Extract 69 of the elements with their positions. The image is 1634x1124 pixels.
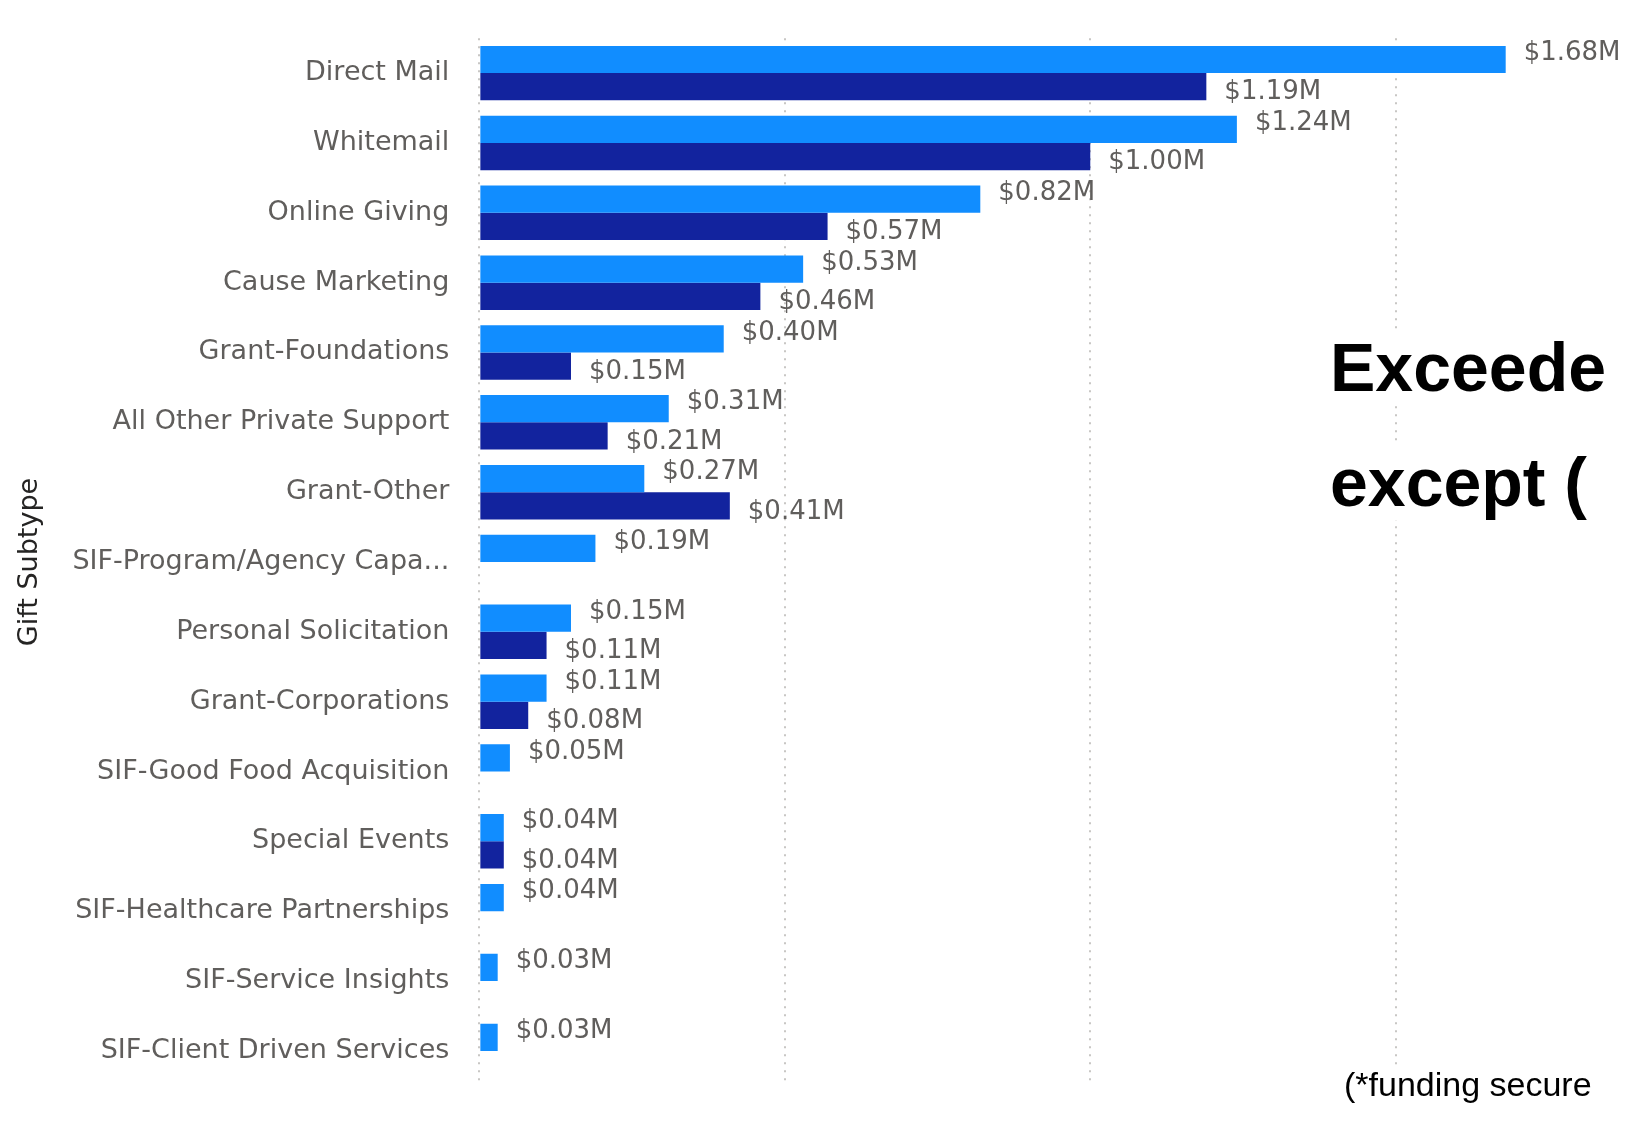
y-tick-label: Cause Marketing — [223, 264, 450, 296]
bar — [480, 185, 981, 213]
bar — [480, 282, 761, 310]
bar — [480, 744, 510, 772]
bar — [480, 325, 724, 353]
data-label: $0.19M — [613, 525, 711, 556]
annotation: Exceede — [1330, 329, 1606, 405]
bar — [480, 212, 828, 241]
data-label: $0.11M — [564, 664, 662, 695]
data-label: $0.82M — [998, 175, 1096, 206]
bar — [480, 352, 571, 380]
bar — [480, 814, 504, 842]
data-label: $0.05M — [527, 734, 625, 765]
y-tick-label: Grant-Other — [285, 474, 451, 506]
data-label: $0.27M — [662, 455, 760, 486]
data-label: $0.40M — [741, 315, 839, 346]
data-label: $0.41M — [747, 494, 845, 525]
bar — [480, 883, 504, 912]
bar — [480, 534, 596, 562]
y-axis-title: Gift Subtype — [12, 477, 44, 647]
bar — [480, 395, 669, 423]
data-label: $0.15M — [589, 594, 686, 625]
data-label: $0.04M — [521, 874, 619, 905]
y-tick-label: Personal Solicitation — [176, 613, 450, 645]
y-tick-label: SIF-Service Insights — [185, 963, 450, 995]
data-label: $0.04M — [521, 804, 619, 835]
bar — [480, 115, 1237, 143]
data-label: $0.31M — [686, 385, 784, 416]
data-label: $0.03M — [515, 944, 613, 975]
data-label: $0.57M — [845, 215, 943, 246]
data-label: $1.68M — [1523, 36, 1621, 67]
data-label: $0.11M — [564, 634, 662, 665]
bar — [480, 604, 571, 632]
bar — [480, 492, 730, 520]
y-tick-label: Online Giving — [267, 194, 450, 226]
bar — [480, 45, 1506, 74]
y-tick-label: All Other Private Support — [112, 404, 450, 436]
bar — [480, 142, 1091, 171]
data-label: $1.24M — [1254, 106, 1352, 137]
data-label: $0.03M — [515, 1014, 613, 1045]
bar — [480, 464, 645, 493]
bar — [480, 631, 547, 660]
bar — [480, 701, 529, 729]
y-tick-label: SIF-Healthcare Partnerships — [75, 893, 450, 925]
bar — [480, 674, 547, 702]
y-tick-label: SIF-Good Food Acquisition — [97, 753, 450, 785]
bar — [480, 1023, 498, 1051]
y-tick-label: SIF-Client Driven Services — [100, 1032, 450, 1064]
y-tick-label: SIF-Program/Agency Capa... — [72, 544, 450, 576]
data-label: $0.08M — [546, 704, 644, 735]
y-tick-label: Grant-Foundations — [198, 334, 450, 366]
bar — [480, 422, 608, 450]
y-tick-label: Direct Mail — [305, 55, 450, 87]
data-label: $0.21M — [625, 424, 723, 455]
bar — [480, 73, 1207, 101]
annotation: (*funding secure — [1344, 1065, 1592, 1104]
data-label: $1.00M — [1108, 145, 1206, 176]
data-label: $0.46M — [778, 285, 876, 316]
data-label: $0.04M — [521, 843, 619, 874]
bar — [480, 841, 504, 869]
y-tick-label: Special Events — [252, 823, 450, 855]
data-label: $0.53M — [821, 245, 919, 276]
bar — [480, 255, 804, 283]
y-tick-label: Whitemail — [313, 124, 450, 156]
y-tick-label: Grant-Corporations — [189, 683, 450, 715]
annotation: except ( — [1330, 444, 1587, 520]
data-label: $0.15M — [589, 354, 686, 385]
bar — [480, 953, 498, 982]
data-label: $1.19M — [1224, 75, 1322, 106]
